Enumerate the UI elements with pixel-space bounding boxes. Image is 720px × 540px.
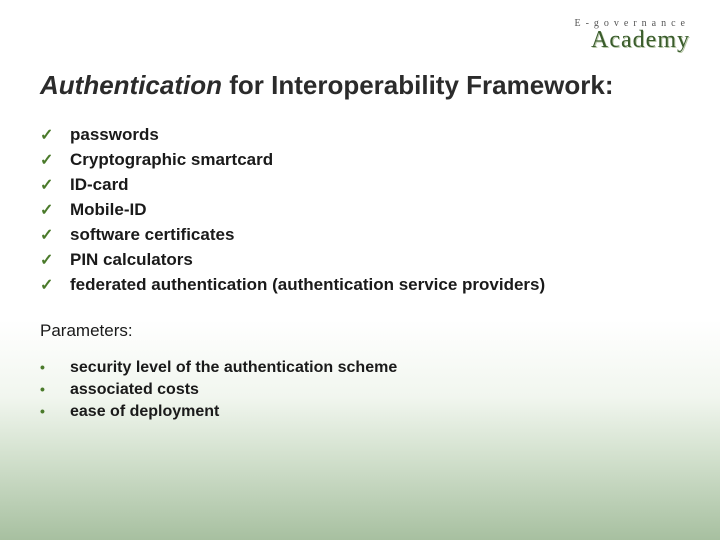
title-rest: for Interoperability Framework:	[222, 70, 614, 100]
list-item-label: ease of deployment	[70, 403, 219, 421]
list-item-label: PIN calculators	[70, 250, 193, 270]
list-item-label: ID-card	[70, 175, 129, 195]
parameters-heading: Parameters:	[40, 321, 680, 341]
list-item-label: software certificates	[70, 225, 234, 245]
list-item: ✓ federated authentication (authenticatio…	[40, 275, 680, 295]
slide-title: Authentication for Interoperability Fram…	[40, 70, 680, 101]
bullet-icon: •	[40, 359, 56, 375]
list-item: • security level of the authentication sc…	[40, 359, 680, 377]
list-item: ✓ PIN calculators	[40, 250, 680, 270]
list-item: • ease of deployment	[40, 403, 680, 421]
check-icon: ✓	[40, 200, 56, 220]
check-icon: ✓	[40, 225, 56, 245]
list-item-label: passwords	[70, 125, 159, 145]
check-icon: ✓	[40, 250, 56, 270]
list-item: ✓ software certificates	[40, 225, 680, 245]
list-item: ✓ Cryptographic smartcard	[40, 150, 680, 170]
bullet-icon: •	[40, 381, 56, 397]
list-item-label: Mobile-ID	[70, 200, 147, 220]
bullet-icon: •	[40, 403, 56, 419]
list-item-label: security level of the authentication sch…	[70, 359, 397, 377]
authentication-methods-list: ✓ passwords ✓ Cryptographic smartcard ✓ ID-…	[40, 125, 680, 295]
check-icon: ✓	[40, 125, 56, 145]
parameters-list: • security level of the authentication sc…	[40, 359, 680, 421]
list-item-label: federated authentication (authentication…	[70, 275, 545, 295]
check-icon: ✓	[40, 150, 56, 170]
list-item-label: associated costs	[70, 381, 199, 399]
title-emphasis: Authentication	[40, 70, 222, 100]
slide-content: Authentication for Interoperability Fram…	[0, 0, 720, 421]
list-item: ✓ passwords	[40, 125, 680, 145]
list-item: • associated costs	[40, 381, 680, 399]
list-item: ✓ ID-card	[40, 175, 680, 195]
check-icon: ✓	[40, 275, 56, 295]
list-item-label: Cryptographic smartcard	[70, 150, 273, 170]
list-item: ✓ Mobile-ID	[40, 200, 680, 220]
check-icon: ✓	[40, 175, 56, 195]
